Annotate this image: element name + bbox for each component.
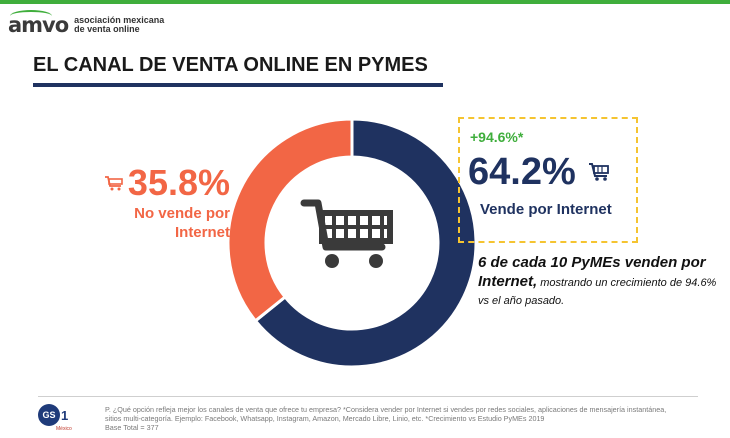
growth-value: +94.6%* [470, 129, 524, 145]
donut-slice-no-vende [226, 117, 354, 323]
logo-text: asociación mexicana de venta online [74, 16, 164, 34]
gs1-logo: GS 1 México [38, 404, 72, 434]
amvo-logo: amvo asociación mexicana de venta online [8, 10, 164, 37]
logo-text-line1: asociación mexicana [74, 15, 165, 25]
gs1-one: 1 [61, 408, 69, 423]
logo-mark: amvo [8, 10, 69, 37]
shopping-cart-icon [104, 176, 123, 191]
shopping-cart-icon [589, 163, 609, 181]
footnote: P. ¿Qué opción refleja mejor los canales… [105, 405, 680, 432]
page-title: EL CANAL DE VENTA ONLINE EN PYMES [33, 54, 428, 76]
note-strong-word: Internet, [478, 273, 538, 290]
vende-label: Vende por Internet [480, 201, 612, 218]
footnote-base: Base Total = 377 [105, 423, 159, 432]
top-accent-bar [0, 0, 730, 4]
vende-callout-box [458, 117, 638, 243]
no-vende-line2: Internet [174, 224, 230, 241]
title-underline [33, 83, 443, 87]
logo-text-line2: de venta online [74, 24, 140, 34]
no-vende-label: 35.8% No vende por Internet [90, 164, 230, 242]
vende-percent: 64.2% [468, 151, 576, 193]
note-strong-line1: 6 de cada 10 PyMEs venden por [478, 254, 706, 271]
gs1-sub: México [56, 426, 72, 432]
logo-arc-icon [10, 10, 52, 22]
no-vende-line1: No vende por [134, 205, 230, 222]
footnote-question: P. ¿Qué opción refleja mejor los canales… [105, 405, 667, 423]
no-vende-percent: 35.8% [127, 162, 230, 203]
gs1-circle: GS [38, 404, 60, 426]
summary-note: 6 de cada 10 PyMEs venden por Internet, … [478, 253, 718, 309]
note-rest: mostrando un crecimiento de 94.6% vs el … [478, 277, 717, 307]
donut-slice-vende [253, 117, 478, 369]
shopping-cart-icon [300, 199, 393, 268]
footer-divider [38, 396, 698, 397]
donut-slices [226, 117, 478, 369]
